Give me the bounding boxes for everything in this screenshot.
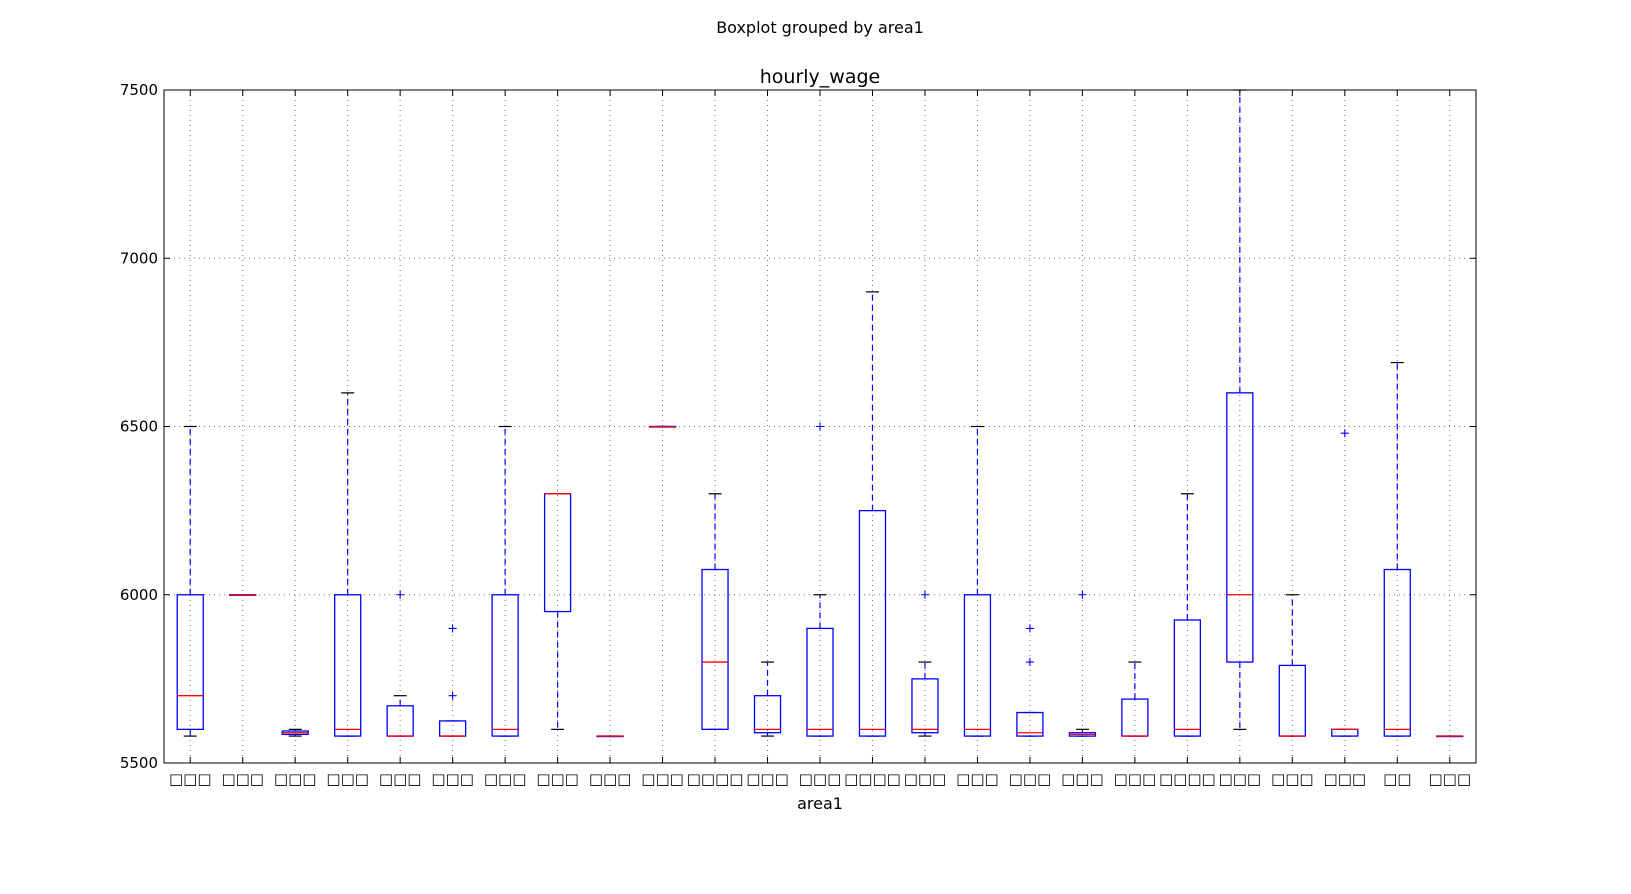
box-group <box>176 425 204 737</box>
x-tick-label: □□□ <box>956 770 999 788</box>
x-tick-label: □□□ <box>746 770 789 788</box>
grid-lines <box>164 89 1476 764</box>
box-group <box>1016 624 1044 737</box>
x-tick-label: □□□ <box>431 770 474 788</box>
flier-point <box>448 624 457 633</box>
x-tick-label: □□□□ <box>687 770 744 788</box>
box <box>858 509 887 737</box>
box <box>911 678 939 734</box>
y-tick-label: 6000 <box>120 586 158 604</box>
flier-point <box>1025 658 1034 667</box>
flier-point <box>1340 429 1349 438</box>
box-group <box>281 728 309 737</box>
x-tick-label: □□□ <box>536 770 579 788</box>
x-tick-label: □□□ <box>274 770 317 788</box>
y-axis: 5500 6000 6500 7000 7500 <box>120 81 1476 772</box>
box-group <box>1278 594 1306 737</box>
x-tick-label: □□□ <box>1114 770 1157 788</box>
box-group <box>1436 735 1464 738</box>
box <box>438 720 467 737</box>
x-tick-label: □□□ <box>904 770 947 788</box>
box-group <box>753 661 782 737</box>
box-group <box>1383 361 1411 737</box>
x-tick-label: □□ <box>1383 770 1411 788</box>
x-tick-label: □□□ <box>221 770 264 788</box>
box-group <box>1068 590 1097 737</box>
box-group <box>701 493 729 731</box>
flier-point <box>1078 590 1087 599</box>
box-group <box>858 291 887 737</box>
x-tick-label: □□□□ <box>844 770 901 788</box>
box <box>1383 568 1411 737</box>
flier-point <box>816 422 824 431</box>
x-tick-label: □□□ <box>1219 770 1262 788</box>
x-tick-label: □□□ <box>1271 770 1314 788</box>
flier-point <box>448 691 457 700</box>
box <box>176 594 204 731</box>
x-tick-label: □□□ <box>641 770 684 788</box>
box-group <box>911 590 939 737</box>
box <box>491 594 519 737</box>
box <box>334 594 362 737</box>
x-axis: □□□ □□□ □□□ □□□ □□□ □□□ □□□ □□□ □□□ □□□ □□□□ □□□ □□□… <box>169 90 1471 788</box>
axes-title: hourly_wage <box>760 66 880 88</box>
x-tick-label: □□□□ <box>1159 770 1216 788</box>
box-group <box>1121 661 1149 737</box>
box-group <box>1226 89 1254 730</box>
y-tick-label: 6500 <box>120 418 158 436</box>
flier-point <box>1025 624 1034 633</box>
box-group <box>806 422 834 737</box>
box-group <box>648 425 677 428</box>
x-tick-label: □□□ <box>484 770 527 788</box>
box-group <box>386 590 414 737</box>
x-tick-label: □□□ <box>1324 770 1367 788</box>
box-group <box>438 624 467 737</box>
x-tick-label: □□□ <box>379 770 422 788</box>
x-tick-label: □□□ <box>1061 770 1104 788</box>
y-tick-label: 7500 <box>120 81 158 99</box>
boxplot-series <box>176 89 1464 738</box>
box-group <box>491 425 519 737</box>
box-group <box>334 392 362 737</box>
box <box>753 695 782 734</box>
figure-suptitle: Boxplot grouped by area1 <box>716 18 924 37</box>
box-group <box>963 425 992 737</box>
box-group <box>543 493 572 730</box>
x-tick-label: □□□ <box>799 770 842 788</box>
box <box>1016 711 1044 737</box>
x-tick-label: □□□ <box>589 770 632 788</box>
box <box>701 568 729 731</box>
x-axis-label: area1 <box>797 794 843 813</box>
box <box>806 627 834 737</box>
flier-point <box>396 590 405 599</box>
y-tick-label: 5500 <box>120 754 158 772</box>
y-tick-label: 7000 <box>120 249 158 267</box>
box <box>543 493 572 613</box>
box <box>1173 619 1202 737</box>
flier-point <box>920 590 929 599</box>
x-tick-label: □□□ <box>1428 770 1471 788</box>
box-group <box>1173 493 1202 737</box>
box-group <box>1331 429 1359 737</box>
box <box>963 594 992 737</box>
x-tick-label: □□□ <box>1009 770 1052 788</box>
x-tick-label: □□□ <box>326 770 369 788</box>
box-group <box>229 594 257 596</box>
x-tick-label: □□□ <box>169 770 212 788</box>
box <box>1226 392 1254 663</box>
box-group <box>596 735 624 738</box>
